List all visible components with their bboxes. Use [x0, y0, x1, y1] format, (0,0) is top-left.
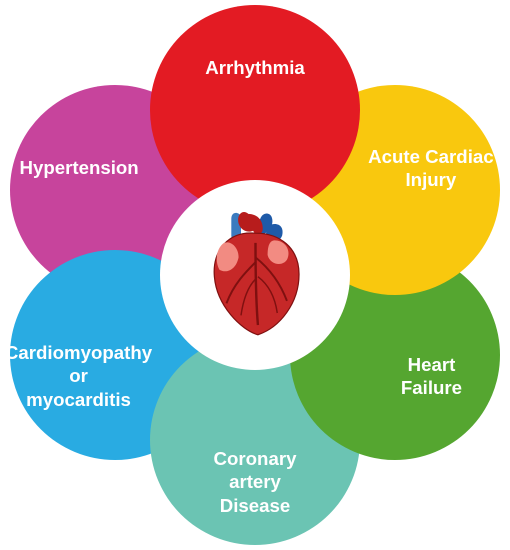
petal-label: Hypertension [1, 157, 156, 180]
center-circle [160, 180, 350, 370]
petal-label: Acute Cardiac Injury [350, 145, 510, 192]
petal-label: Arrhythmia [187, 56, 323, 79]
infographic-stage: Hypertension Cardiomyopathy or myocarditi… [0, 0, 510, 550]
petal-label: Heart Failure [383, 353, 480, 400]
heart-anatomy-icon [189, 209, 322, 342]
petal-label: Cardiomyopathy or myocarditis [0, 341, 170, 411]
petal-label: Coronary artery Disease [196, 447, 315, 517]
